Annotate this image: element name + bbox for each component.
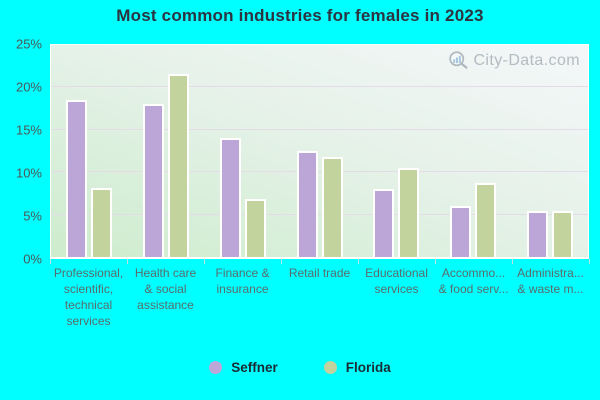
category-label-line: Administra... <box>517 266 584 280</box>
magnifier-chart-icon <box>449 51 468 69</box>
category-label-line: Finance & <box>215 266 270 280</box>
legend: Seffner Florida <box>0 360 600 375</box>
category-label-line: scientific, <box>63 282 114 296</box>
category-slot-4 <box>358 45 435 257</box>
category-label-line: Accommo... <box>441 266 506 280</box>
chart-title: Most common industries for females in 20… <box>116 6 484 25</box>
bar-seffner-4 <box>373 188 395 257</box>
x-axis-tick-7 <box>589 259 590 264</box>
bars-row <box>51 45 588 257</box>
y-axis: 25% 20% 15% 10% 5% 0% <box>0 37 44 267</box>
gridline-5 <box>51 213 588 215</box>
bar-florida-5 <box>474 182 496 257</box>
bar-florida-1 <box>168 73 190 257</box>
category-slot-2 <box>204 45 281 257</box>
category-label-line: Retail trade <box>288 266 351 280</box>
category-label-4: Educational services <box>358 265 435 329</box>
y-tick-label-10: 10% <box>15 165 42 181</box>
legend-label-florida: Florida <box>345 360 391 375</box>
category-slot-1 <box>128 45 205 257</box>
x-axis-tick-2 <box>204 259 205 264</box>
category-label-line: & food serv... <box>438 282 509 296</box>
watermark-text: City-Data.com <box>473 51 580 69</box>
category-label-0: Professional, scientific, technical service… <box>50 265 127 329</box>
category-label-line: services <box>66 314 111 328</box>
bar-seffner-3 <box>296 150 318 257</box>
y-tick-label-25: 25% <box>15 36 42 52</box>
x-axis-tick-4 <box>358 259 359 264</box>
legend-label-seffner: Seffner <box>231 360 278 375</box>
category-label-1: Health care & social assistance <box>127 265 204 329</box>
seffner-swatch <box>209 361 223 374</box>
category-label-line: assistance <box>137 298 194 312</box>
bar-florida-2 <box>244 199 266 257</box>
x-axis-tick-0 <box>50 259 51 264</box>
y-tick-label-0: 0% <box>23 251 42 267</box>
x-axis-ticks <box>50 259 590 264</box>
gridline-20 <box>51 86 588 88</box>
category-label-line: insurance <box>216 282 269 296</box>
bar-seffner-0 <box>66 99 88 257</box>
bar-seffner-1 <box>143 104 165 257</box>
category-label-2: Finance & insurance <box>204 265 281 329</box>
category-slot-6 <box>511 45 588 257</box>
x-axis-tick-1 <box>127 259 128 264</box>
gridline-15 <box>51 128 588 130</box>
category-label-line: Educational <box>365 266 428 280</box>
y-tick-label-15: 15% <box>15 122 42 138</box>
bar-seffner-6 <box>526 210 548 257</box>
y-tick-label-20: 20% <box>15 79 42 95</box>
x-axis-tick-5 <box>435 259 436 264</box>
category-slot-3 <box>281 45 358 257</box>
x-axis-tick-6 <box>512 259 513 264</box>
category-label-3: Retail trade <box>281 265 358 329</box>
x-axis-tick-3 <box>281 259 282 264</box>
category-label-5: Accommo... & food serv... <box>435 265 512 329</box>
gridline-10 <box>51 171 588 173</box>
category-label-line: Professional, <box>53 266 124 280</box>
bar-florida-6 <box>551 210 573 257</box>
bar-seffner-5 <box>449 205 471 257</box>
bar-florida-4 <box>398 167 420 257</box>
category-label-line: services <box>374 282 419 296</box>
legend-item-seffner: Seffner <box>209 360 278 375</box>
category-label-6: Administra... & waste m... <box>512 265 589 329</box>
category-slot-0 <box>51 45 128 257</box>
y-tick-label-5: 5% <box>23 208 42 224</box>
category-slot-5 <box>435 45 512 257</box>
legend-item-florida: Florida <box>323 360 391 375</box>
bar-florida-3 <box>321 156 343 257</box>
category-label-line: & waste m... <box>517 282 584 296</box>
category-label-line: Health care <box>134 266 197 280</box>
florida-swatch <box>323 361 337 374</box>
bar-florida-0 <box>91 188 113 257</box>
bar-seffner-2 <box>219 137 241 257</box>
watermark: City-Data.com <box>448 50 580 71</box>
x-axis-labels: Professional, scientific, technical service… <box>50 265 589 329</box>
plot-area: City-Data.com <box>50 44 589 259</box>
category-label-line: & social <box>144 282 187 296</box>
category-label-line: technical <box>64 298 113 312</box>
